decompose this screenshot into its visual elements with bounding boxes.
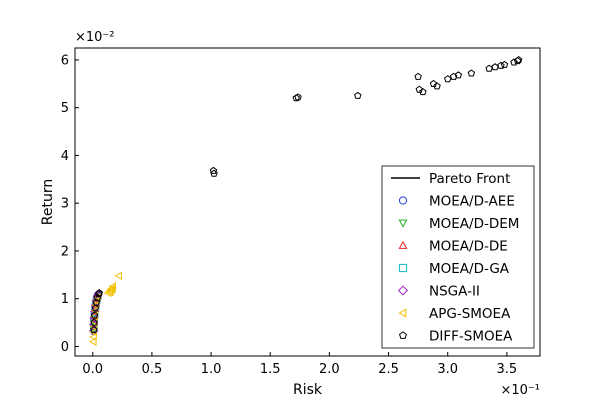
y-tick-label: 6 — [61, 53, 69, 68]
data-point — [210, 169, 218, 177]
legend-swatch-marker — [397, 285, 409, 296]
data-point — [294, 93, 302, 101]
legend-swatch-marker — [398, 331, 408, 339]
axes-frame — [74, 47, 541, 357]
legend-swatch-marker — [398, 219, 408, 228]
legend-entry: DIFF-SMOEA — [398, 329, 513, 345]
legend-entry: MOEA/D-DEM — [398, 216, 519, 232]
data-point — [513, 56, 522, 65]
legend-swatch-marker — [398, 196, 408, 205]
data-point — [107, 285, 116, 294]
data-point — [415, 85, 424, 93]
axis-ticks: 0.0 0.5 1.0 1.5 2.0 2.5 3.0 3.5 0 1 2 3 4 5 6 — [61, 53, 517, 377]
data-point — [429, 79, 438, 87]
series-diff-smoea — [90, 56, 523, 333]
x-exponent-label: ×10⁻¹ — [500, 383, 540, 398]
x-tick-label: 0.5 — [142, 362, 163, 377]
data-point — [491, 63, 499, 71]
x-tick-label: 2.0 — [319, 362, 340, 377]
data-point — [454, 71, 463, 79]
legend-label: APG-SMOEA — [429, 306, 511, 322]
x-tick-label: 0.0 — [82, 362, 103, 377]
data-point — [90, 318, 98, 326]
data-point — [90, 325, 98, 333]
legend-swatch-marker — [398, 240, 408, 249]
x-tick-label: 1.0 — [201, 362, 222, 377]
legend-frame — [381, 165, 535, 349]
legend-label: MOEA/D-GA — [429, 261, 510, 277]
legend-swatch-marker — [398, 263, 408, 273]
legend-entry: MOEA/D-GA — [398, 261, 510, 277]
y-exponent-label: ×10⁻² — [75, 30, 115, 45]
legend-label: DIFF-SMOEA — [429, 329, 513, 345]
legend-label: MOEA/D-DEM — [429, 216, 519, 232]
legend-entry: MOEA/D-DE — [398, 239, 508, 255]
legend-label: MOEA/D-DE — [429, 239, 508, 255]
legend-entry: MOEA/D-AEE — [398, 194, 515, 210]
legend-entry: Pareto Front — [391, 171, 510, 187]
data-point — [92, 298, 101, 306]
y-axis-label: Return — [40, 179, 56, 225]
data-point — [354, 91, 362, 99]
data-point — [433, 82, 441, 90]
data-point — [209, 166, 218, 174]
legend-entry: NSGA-II — [397, 284, 480, 300]
x-tick-label: 3.5 — [497, 362, 518, 377]
data-point — [497, 61, 505, 69]
data-point — [89, 332, 97, 342]
y-tick-label: 5 — [61, 101, 69, 116]
data-point — [292, 94, 300, 102]
x-tick-label: 2.5 — [378, 362, 399, 377]
data-point — [467, 69, 476, 77]
legend-label: Pareto Front — [429, 171, 510, 187]
x-tick-label: 1.5 — [260, 362, 281, 377]
legend-entry: APG-SMOEA — [398, 306, 511, 322]
y-tick-label: 1 — [61, 292, 69, 307]
data-point — [95, 289, 103, 297]
plot-area — [89, 56, 523, 346]
legend-swatch-marker — [398, 308, 407, 318]
data-point — [449, 72, 458, 80]
legend-label: NSGA-II — [429, 284, 480, 300]
series-apg-smoea — [89, 271, 122, 346]
y-tick-label: 3 — [61, 197, 69, 212]
data-point — [500, 60, 509, 68]
x-axis-label: Risk — [293, 382, 323, 398]
y-tick-label: 2 — [61, 244, 69, 259]
legend: Pareto Front MOEA/D-AEE MOEA/D-DEM MOEA/D-D… — [381, 165, 535, 349]
data-point — [419, 88, 427, 96]
y-tick-label: 4 — [61, 149, 69, 164]
data-point — [443, 75, 452, 83]
data-point — [89, 337, 97, 346]
y-tick-label: 0 — [61, 340, 69, 355]
data-point — [485, 64, 493, 72]
data-point — [90, 311, 99, 319]
data-point — [91, 304, 100, 312]
data-point — [114, 271, 122, 280]
legend-label: MOEA/D-AEE — [429, 194, 515, 210]
x-tick-label: 3.0 — [437, 362, 458, 377]
data-point — [514, 56, 523, 64]
data-point — [414, 72, 422, 80]
